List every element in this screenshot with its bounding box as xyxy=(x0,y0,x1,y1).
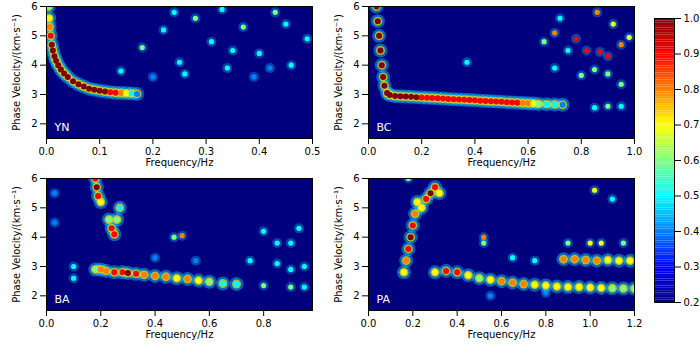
svg-text:0.4: 0.4 xyxy=(684,226,700,237)
svg-text:0.6: 0.6 xyxy=(684,155,700,166)
svg-text:0.8: 0.8 xyxy=(573,146,589,157)
svg-text:5: 5 xyxy=(31,202,37,213)
svg-text:0.6: 0.6 xyxy=(201,318,217,329)
svg-text:6: 6 xyxy=(31,1,37,12)
svg-text:0.2: 0.2 xyxy=(405,318,421,329)
svg-text:6: 6 xyxy=(353,173,359,184)
svg-text:0.2: 0.2 xyxy=(684,297,700,308)
svg-text:0.4: 0.4 xyxy=(147,318,163,329)
svg-text:0.1: 0.1 xyxy=(92,146,108,157)
svg-text:0.2: 0.2 xyxy=(145,146,161,157)
svg-text:1.2: 1.2 xyxy=(627,318,643,329)
svg-text:4: 4 xyxy=(353,59,359,70)
svg-text:0.8: 0.8 xyxy=(538,318,554,329)
svg-text:0.5: 0.5 xyxy=(684,190,700,201)
svg-text:BA: BA xyxy=(55,293,71,306)
svg-text:PA: PA xyxy=(377,293,391,306)
svg-text:2: 2 xyxy=(31,290,37,301)
svg-text:2: 2 xyxy=(353,118,359,129)
svg-text:Phase Velocity/(km·s⁻¹): Phase Velocity/(km·s⁻¹) xyxy=(11,14,22,131)
svg-text:0.3: 0.3 xyxy=(198,146,214,157)
svg-text:0.8: 0.8 xyxy=(684,84,700,95)
svg-text:Phase Velocity/(km·s⁻¹): Phase Velocity/(km·s⁻¹) xyxy=(11,186,22,303)
svg-text:0.4: 0.4 xyxy=(251,146,267,157)
svg-text:BC: BC xyxy=(377,121,392,134)
svg-text:0.5: 0.5 xyxy=(305,146,321,157)
svg-text:2: 2 xyxy=(353,290,359,301)
svg-text:5: 5 xyxy=(353,30,359,41)
svg-text:Frequency/Hz: Frequency/Hz xyxy=(468,157,536,168)
svg-text:4: 4 xyxy=(31,231,37,242)
svg-text:0.0: 0.0 xyxy=(361,318,377,329)
svg-text:Frequency/Hz: Frequency/Hz xyxy=(146,329,214,340)
svg-text:0.8: 0.8 xyxy=(256,318,272,329)
svg-text:3: 3 xyxy=(31,89,37,100)
svg-text:0.3: 0.3 xyxy=(684,261,700,272)
svg-text:0.6: 0.6 xyxy=(520,146,536,157)
svg-text:0.0: 0.0 xyxy=(361,146,377,157)
svg-text:1.0: 1.0 xyxy=(627,146,643,157)
svg-text:3: 3 xyxy=(353,261,359,272)
svg-text:6: 6 xyxy=(353,1,359,12)
svg-text:0.6: 0.6 xyxy=(494,318,510,329)
svg-text:4: 4 xyxy=(31,59,37,70)
svg-text:0.4: 0.4 xyxy=(449,318,465,329)
svg-text:0.0: 0.0 xyxy=(39,146,55,157)
svg-text:5: 5 xyxy=(353,202,359,213)
svg-text:0.2: 0.2 xyxy=(414,146,430,157)
svg-text:Phase Velocity/(km·s⁻¹): Phase Velocity/(km·s⁻¹) xyxy=(333,14,344,131)
svg-text:1.0: 1.0 xyxy=(582,318,598,329)
svg-text:6: 6 xyxy=(31,173,37,184)
svg-text:5: 5 xyxy=(31,30,37,41)
svg-text:0.9: 0.9 xyxy=(684,48,700,59)
svg-text:3: 3 xyxy=(353,89,359,100)
svg-text:Frequency/Hz: Frequency/Hz xyxy=(146,157,214,168)
svg-text:Phase Velocity/(km·s⁻¹): Phase Velocity/(km·s⁻¹) xyxy=(333,186,344,303)
svg-text:4: 4 xyxy=(353,231,359,242)
svg-text:2: 2 xyxy=(31,118,37,129)
svg-text:YN: YN xyxy=(54,121,70,134)
svg-text:0.0: 0.0 xyxy=(39,318,55,329)
svg-text:1.0: 1.0 xyxy=(684,13,700,24)
svg-text:0.4: 0.4 xyxy=(467,146,483,157)
svg-text:3: 3 xyxy=(31,261,37,272)
svg-text:0.7: 0.7 xyxy=(684,119,700,130)
svg-text:Frequency/Hz: Frequency/Hz xyxy=(468,329,536,340)
svg-text:0.2: 0.2 xyxy=(93,318,109,329)
